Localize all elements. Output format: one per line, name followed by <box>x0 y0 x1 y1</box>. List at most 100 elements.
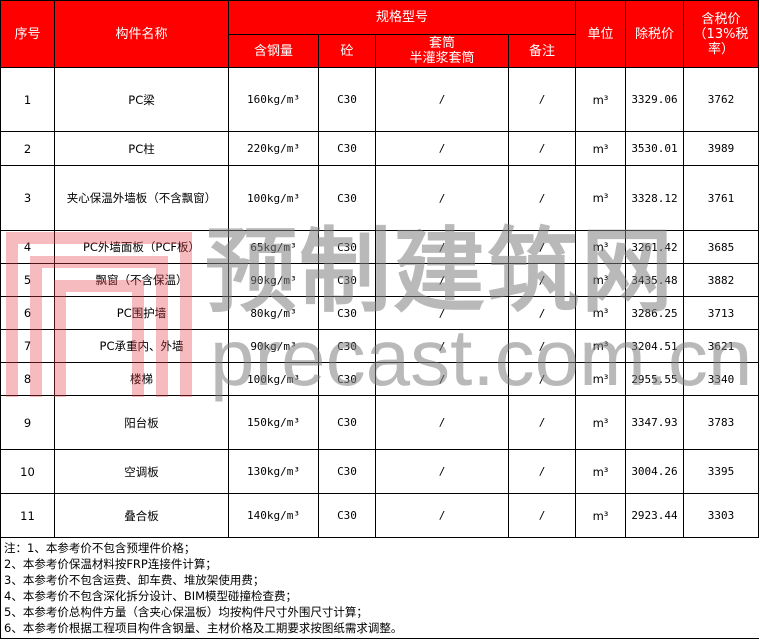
row-price-inc: 3761 <box>683 165 759 231</box>
row-unit: m³ <box>575 131 626 166</box>
row-remark: / <box>508 395 576 450</box>
row-price-inc: 3685 <box>683 230 759 264</box>
row-sleeve: / <box>375 165 509 231</box>
row-concrete: C30 <box>318 362 376 396</box>
row-index: 10 <box>0 449 55 494</box>
table-row: 5 飘窗（不含保温） 90kg/m³ C30// m³ 3435.48 3882 <box>0 263 759 297</box>
row-remark: / <box>508 230 576 264</box>
row-unit: m³ <box>575 296 626 330</box>
row-name: PC外墙面板（PCF板） <box>54 230 229 264</box>
row-steel: 220kg/m³ <box>228 131 319 166</box>
row-price-ex: 3204.51 <box>625 329 684 363</box>
row-price-ex: 3435.48 <box>625 263 684 297</box>
row-sleeve: / <box>375 449 509 494</box>
row-concrete: C30 <box>318 67 376 132</box>
row-price-inc: 3395 <box>683 449 759 494</box>
row-concrete: C30 <box>318 131 376 166</box>
row-remark: / <box>508 493 576 538</box>
row-steel: 130kg/m³ <box>228 449 319 494</box>
row-price-inc: 3713 <box>683 296 759 330</box>
table-row: 3 夹心保温外墙板（不含飘窗） 100kg/m³ C30// m³ 3328.12 3761 <box>0 165 759 231</box>
note-line: 6、本参考价根据工程项目构件含钢量、主材价格及工期要求按图纸需求调整。 <box>4 621 403 635</box>
row-price-ex: 2955.55 <box>625 362 684 396</box>
row-price-ex: 3347.93 <box>625 395 684 450</box>
row-sleeve: / <box>375 263 509 297</box>
row-remark: / <box>508 362 576 396</box>
notes: 注：1、本参考价不包含预埋件价格； 2、本参考价保温材料按FRP连接件计算； 3、本… <box>0 537 759 639</box>
row-remark: / <box>508 263 576 297</box>
note-line: 2、本参考价保温材料按FRP连接件计算； <box>4 557 217 571</box>
row-name: 叠合板 <box>54 493 229 538</box>
header-remark: 备注 <box>508 34 576 68</box>
row-index: 1 <box>0 67 55 132</box>
row-index: 8 <box>0 362 55 396</box>
row-remark: / <box>508 449 576 494</box>
header-concrete: 砼 <box>318 34 376 68</box>
row-steel: 100kg/m³ <box>228 165 319 231</box>
row-concrete: C30 <box>318 493 376 538</box>
row-concrete: C30 <box>318 329 376 363</box>
row-name: PC围护墙 <box>54 296 229 330</box>
note-line: 4、本参考价不包含深化拆分设计、BIM模型碰撞检查费； <box>4 589 298 603</box>
row-price-inc: 3783 <box>683 395 759 450</box>
row-unit: m³ <box>575 263 626 297</box>
row-concrete: C30 <box>318 296 376 330</box>
row-sleeve: / <box>375 395 509 450</box>
table-row: 2 PC柱 220kg/m³ C30// m³ 3530.01 3989 <box>0 131 759 166</box>
notes-row: 注：1、本参考价不包含预埋件价格； 2、本参考价保温材料按FRP连接件计算； 3、本… <box>0 537 759 639</box>
row-price-inc: 3303 <box>683 493 759 538</box>
row-steel: 100kg/m³ <box>228 362 319 396</box>
row-unit: m³ <box>575 493 626 538</box>
row-name: 阳台板 <box>54 395 229 450</box>
row-index: 2 <box>0 131 55 166</box>
header-price-ex: 除税价 <box>625 0 684 68</box>
row-price-ex: 3286.25 <box>625 296 684 330</box>
header-steel: 含钢量 <box>228 34 319 68</box>
row-concrete: C30 <box>318 230 376 264</box>
row-concrete: C30 <box>318 395 376 450</box>
row-index: 4 <box>0 230 55 264</box>
row-steel: 65kg/m³ <box>228 230 319 264</box>
note-line: 3、本参考价不包含运费、卸车费、堆放架使用费； <box>4 573 265 587</box>
row-unit: m³ <box>575 329 626 363</box>
row-index: 3 <box>0 165 55 231</box>
row-index: 5 <box>0 263 55 297</box>
row-price-ex: 3261.42 <box>625 230 684 264</box>
row-price-inc: 3882 <box>683 263 759 297</box>
row-unit: m³ <box>575 449 626 494</box>
header-index: 序号 <box>0 0 55 68</box>
header-sleeve: 套筒 半灌浆套筒 <box>375 34 509 68</box>
row-steel: 150kg/m³ <box>228 395 319 450</box>
row-price-inc: 3340 <box>683 362 759 396</box>
row-sleeve: / <box>375 296 509 330</box>
row-sleeve: / <box>375 362 509 396</box>
row-name: 夹心保温外墙板（不含飘窗） <box>54 165 229 231</box>
row-name: 飘窗（不含保温） <box>54 263 229 297</box>
row-price-ex: 3328.12 <box>625 165 684 231</box>
row-price-ex: 3004.26 <box>625 449 684 494</box>
row-sleeve: / <box>375 67 509 132</box>
row-name: PC承重内、外墙 <box>54 329 229 363</box>
row-steel: 140kg/m³ <box>228 493 319 538</box>
row-unit: m³ <box>575 67 626 132</box>
row-concrete: C30 <box>318 263 376 297</box>
row-unit: m³ <box>575 395 626 450</box>
row-price-inc: 3762 <box>683 67 759 132</box>
row-steel: 90kg/m³ <box>228 263 319 297</box>
row-remark: / <box>508 67 576 132</box>
row-remark: / <box>508 165 576 231</box>
table-row: 6 PC围护墙 80kg/m³ C30// m³ 3286.25 3713 <box>0 296 759 330</box>
row-name: PC柱 <box>54 131 229 166</box>
row-index: 11 <box>0 493 55 538</box>
header-price-inc: 含税价（13%税率） <box>683 0 759 68</box>
row-steel: 160kg/m³ <box>228 67 319 132</box>
row-sleeve: / <box>375 493 509 538</box>
row-name: 空调板 <box>54 449 229 494</box>
table-row: 4 PC外墙面板（PCF板） 65kg/m³ C30// m³ 3261.42 3685 <box>0 230 759 264</box>
header-name: 构件名称 <box>54 0 229 68</box>
row-unit: m³ <box>575 165 626 231</box>
row-unit: m³ <box>575 362 626 396</box>
table-row: 11 叠合板 140kg/m³ C30// m³ 2923.44 3303 <box>0 493 759 538</box>
table-row: 10 空调板 130kg/m³ C30// m³ 3004.26 3395 <box>0 449 759 494</box>
